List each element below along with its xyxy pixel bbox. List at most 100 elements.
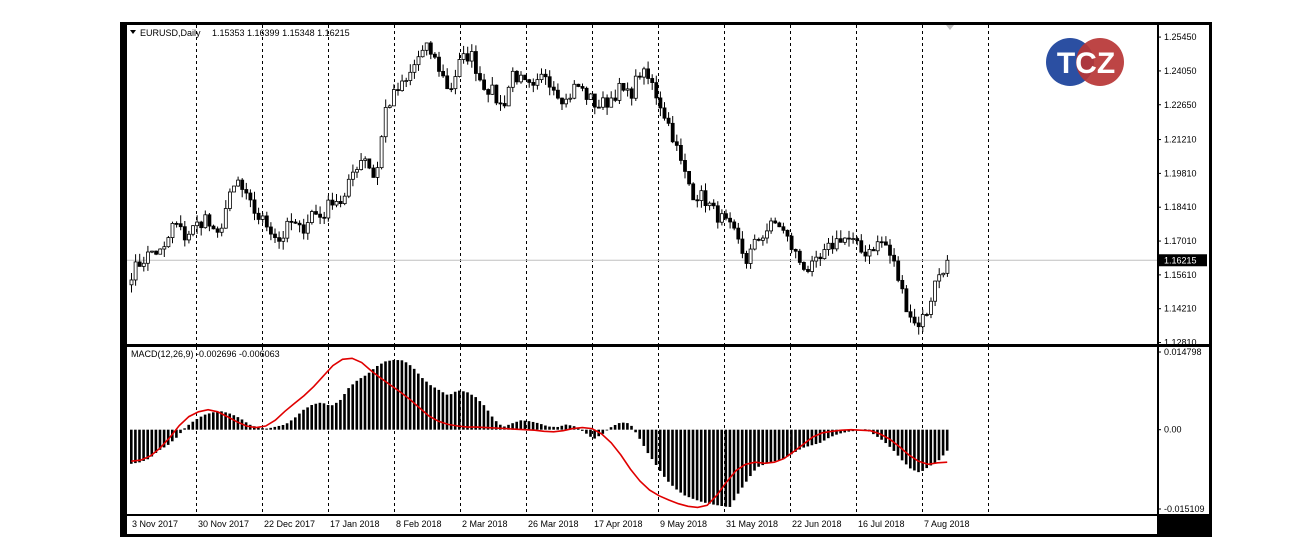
macd-bar — [453, 391, 457, 430]
macd-bar — [458, 390, 461, 430]
candle-body — [199, 221, 204, 229]
symbol-timeframe: EURUSD,Daily — [140, 28, 201, 38]
candle-body — [420, 49, 425, 58]
macd-bar — [285, 423, 289, 430]
macd-bar — [798, 429, 801, 450]
candle-body — [396, 89, 400, 92]
macd-bar — [626, 423, 629, 430]
candle-body — [720, 213, 724, 223]
candle-body — [219, 227, 224, 233]
macd-bar — [863, 429, 867, 430]
time-axis — [127, 516, 1157, 534]
macd-bar — [630, 425, 633, 430]
candle-body — [621, 82, 626, 91]
candle-body — [728, 217, 732, 223]
candle-body — [629, 88, 634, 99]
macd-bar — [355, 380, 359, 430]
candle-body — [834, 238, 839, 250]
candle-body — [145, 251, 150, 264]
macd-bar — [220, 411, 223, 430]
price-tick-label: 1.14210 — [1164, 304, 1197, 314]
candle-body — [896, 260, 901, 281]
chart-canvas[interactable]: 3 Nov 2017 30 Nov 2017 22 Dec 2017 17 Jan 2… — [120, 22, 1212, 537]
candle-body — [334, 201, 339, 206]
symbol-dropdown-icon[interactable] — [130, 30, 136, 34]
time-tick-label: 22 Jun 2018 — [792, 519, 842, 529]
candle-body — [683, 160, 687, 172]
candle-body — [884, 241, 888, 246]
macd-bar — [802, 429, 805, 448]
candle-body — [851, 238, 855, 240]
macd-bar — [654, 429, 658, 465]
candle-body — [605, 97, 610, 108]
candle-body — [642, 68, 646, 78]
candle-body — [461, 53, 466, 60]
candle-body — [371, 167, 376, 178]
candle-body — [178, 223, 183, 228]
candle-body — [416, 56, 421, 66]
time-tick-label: 8 Feb 2018 — [396, 519, 442, 529]
candle-body — [268, 226, 273, 235]
price-axis — [1159, 25, 1209, 344]
candle-body — [797, 250, 802, 263]
macd-bar — [511, 423, 514, 430]
macd-bar — [425, 381, 428, 430]
candle-body — [539, 73, 544, 81]
price-plot-area[interactable] — [127, 25, 1157, 344]
candle-body — [359, 160, 364, 170]
candle-body — [314, 211, 318, 215]
macd-bar — [888, 429, 892, 447]
time-tick-label: 22 Dec 2017 — [264, 519, 315, 529]
price-tick-label: 1.21210 — [1164, 135, 1197, 145]
macd-plot-area[interactable] — [127, 347, 1157, 514]
candle-body — [736, 227, 741, 240]
macd-bar — [605, 429, 609, 431]
candle-body — [338, 201, 343, 204]
macd-bar — [134, 429, 137, 464]
candle-body — [453, 76, 458, 90]
macd-bar — [490, 416, 494, 430]
candle-body — [465, 53, 470, 62]
macd-bar — [675, 429, 678, 490]
macd-bar — [175, 429, 178, 438]
candle-body — [822, 249, 827, 260]
time-tick-label: 26 Mar 2018 — [528, 519, 579, 529]
candle-body — [617, 82, 622, 101]
chart-window[interactable]: 3 Nov 2017 30 Nov 2017 22 Dec 2017 17 Jan 2… — [120, 22, 1212, 537]
candle-body — [285, 220, 290, 239]
macd-bar — [609, 427, 613, 430]
candle-body — [724, 213, 728, 219]
macd-bar — [429, 385, 432, 430]
axis-labels: 3 Nov 2017 30 Nov 2017 22 Dec 2017 17 Jan 2… — [132, 32, 1207, 529]
macd-bar — [412, 368, 416, 430]
macd-bar — [195, 418, 199, 430]
macd-bar — [814, 429, 818, 445]
candle-body — [916, 322, 921, 328]
candle-body — [445, 75, 450, 90]
macd-bar — [900, 429, 904, 461]
candle-body — [432, 53, 437, 58]
candle-body — [752, 238, 757, 250]
macd-bar — [658, 429, 662, 471]
macd-bar — [740, 429, 744, 488]
macd-bar — [568, 425, 572, 430]
macd-bar — [601, 429, 605, 434]
chart-shift-marker-icon[interactable] — [946, 25, 954, 30]
macd-bar — [642, 429, 646, 446]
candle-body — [531, 82, 536, 86]
macd-bar — [749, 429, 752, 477]
candle-body — [699, 190, 704, 201]
macd-bar — [695, 429, 699, 501]
macd-bar — [716, 429, 719, 506]
candle-body — [248, 192, 253, 201]
candle-body — [309, 211, 314, 223]
candle-body — [527, 79, 532, 83]
macd-histogram — [130, 357, 949, 509]
macd-bar — [335, 402, 338, 430]
candle-body — [375, 167, 380, 178]
candle-body — [715, 205, 720, 223]
macd-bar — [322, 403, 326, 430]
candle-body — [535, 79, 540, 86]
macd-bar — [527, 421, 531, 430]
candle-body — [781, 226, 786, 231]
